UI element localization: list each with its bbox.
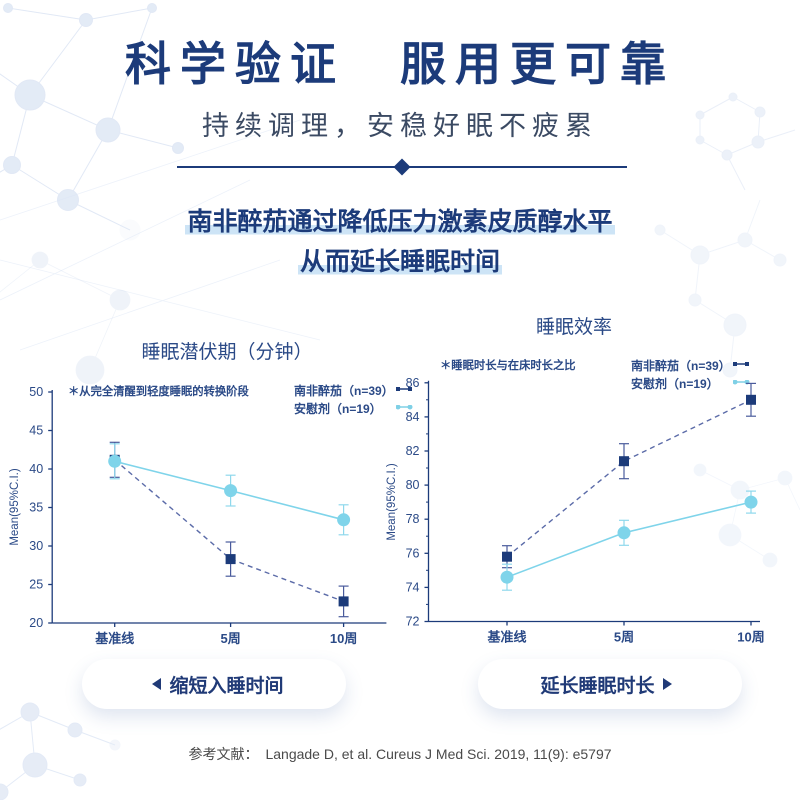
svg-text:78: 78 bbox=[406, 512, 420, 526]
svg-text:86: 86 bbox=[406, 376, 420, 390]
svg-text:82: 82 bbox=[406, 444, 420, 458]
svg-text:76: 76 bbox=[406, 546, 420, 560]
svg-text:5周: 5周 bbox=[614, 630, 634, 645]
svg-text:84: 84 bbox=[406, 410, 420, 424]
svg-text:Mean(95%C.I.): Mean(95%C.I.) bbox=[386, 463, 398, 541]
svg-text:74: 74 bbox=[406, 580, 420, 594]
svg-text:72: 72 bbox=[406, 615, 420, 629]
svg-text:基准线: 基准线 bbox=[486, 630, 526, 645]
svg-text:10周: 10周 bbox=[737, 630, 764, 645]
svg-text:80: 80 bbox=[406, 478, 420, 492]
